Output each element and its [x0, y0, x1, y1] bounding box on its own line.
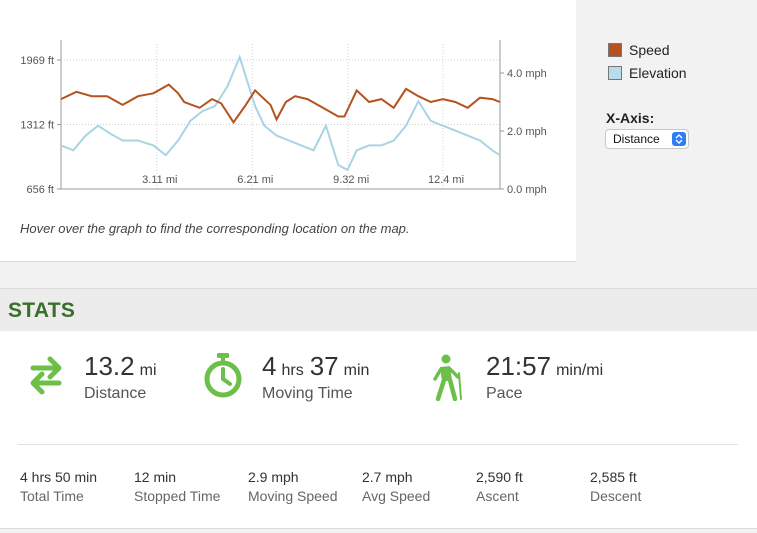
- moving-time-minutes: 37: [309, 351, 339, 381]
- elevation-line: [60, 54, 501, 172]
- stat-moving-speed-label: Moving Speed: [248, 488, 338, 504]
- hiker-icon: [430, 353, 464, 406]
- stats-divider: [18, 444, 738, 445]
- stats-header: STATS: [0, 288, 757, 331]
- stat-stopped-time-label: Stopped Time: [134, 488, 221, 504]
- distance-label: Distance: [84, 385, 147, 402]
- legend-label-speed: Speed: [629, 42, 670, 58]
- pace-label: Pace: [486, 385, 523, 402]
- stat-total-time: 4 hrs 50 min Total Time: [20, 469, 97, 504]
- right-tick-label: 2.0 mph: [507, 126, 547, 138]
- pace-value-group: 21:57 min/mi: [486, 351, 609, 382]
- moving-time-value-group: 4 hrs 37 min: [262, 351, 375, 382]
- moving-time-label: Moving Time: [262, 385, 353, 402]
- moving-time-hours: 4: [262, 351, 277, 381]
- xaxis-select[interactable]: Distance: [605, 129, 689, 149]
- elevation-swatch: [608, 66, 622, 80]
- right-tick-label: 4.0 mph: [507, 68, 547, 80]
- stopwatch-icon: [202, 351, 244, 404]
- xaxis-label: X-Axis:: [606, 110, 655, 126]
- legend-label-elevation: Elevation: [629, 65, 687, 81]
- stat-stopped-time-value: 12 min: [134, 469, 177, 485]
- stat-descent: 2,585 ft Descent: [590, 469, 641, 504]
- stat-descent-label: Descent: [590, 488, 642, 504]
- distance-value: 13.2: [84, 351, 135, 381]
- stat-moving-speed: 2.9 mph Moving Speed: [248, 469, 338, 504]
- speed-swatch: [608, 43, 622, 57]
- legend-item-speed[interactable]: Speed: [608, 42, 669, 58]
- legend-item-elevation[interactable]: Elevation: [608, 65, 687, 81]
- stat-avg-speed-value: 2.7 mph: [362, 469, 413, 485]
- left-tick-label: 1969 ft: [20, 55, 54, 67]
- elevation-speed-chart[interactable]: 1969 ft 1312 ft 656 ft 4.0 mph 2.0 mph 0.0 mp…: [0, 0, 576, 215]
- stat-descent-value: 2,585 ft: [590, 469, 637, 485]
- chevron-up-down-icon: [672, 132, 686, 146]
- stat-avg-speed-label: Avg Speed: [362, 488, 431, 504]
- moving-time-hours-unit: hrs: [281, 362, 304, 379]
- left-tick-label: 1312 ft: [20, 120, 54, 132]
- moving-time-minutes-unit: min: [343, 362, 370, 379]
- stat-ascent: 2,590 ft Ascent: [476, 469, 523, 504]
- x-tick-label: 12.4 mi: [428, 174, 464, 186]
- stat-avg-speed: 2.7 mph Avg Speed: [362, 469, 430, 504]
- stats-body: 13.2 mi Distance 4 hrs 37 min Moving Time 21…: [0, 331, 757, 529]
- stat-ascent-value: 2,590 ft: [476, 469, 523, 485]
- x-tick-label: 9.32 mi: [333, 174, 369, 186]
- speed-line: [60, 83, 501, 125]
- pace-unit: min/mi: [556, 362, 604, 379]
- distance-unit: mi: [139, 362, 157, 379]
- right-tick-label: 0.0 mph: [507, 184, 547, 196]
- stat-moving-speed-value: 2.9 mph: [248, 469, 299, 485]
- stat-ascent-label: Ascent: [476, 488, 519, 504]
- x-tick-label: 3.11 mi: [142, 174, 177, 186]
- distance-icon: [27, 353, 65, 402]
- pace-value: 21:57: [486, 351, 552, 381]
- xaxis-select-value: Distance: [613, 132, 660, 146]
- stat-stopped-time: 12 min Stopped Time: [134, 469, 220, 504]
- chart-hint: Hover over the graph to find the corresp…: [20, 221, 410, 236]
- stat-total-time-value: 4 hrs 50 min: [20, 469, 98, 485]
- left-tick-label: 656 ft: [26, 184, 54, 196]
- x-tick-label: 6.21 mi: [237, 174, 273, 186]
- stat-total-time-label: Total Time: [20, 488, 84, 504]
- distance-value-group: 13.2 mi: [84, 351, 163, 382]
- stats-title: STATS: [8, 299, 76, 322]
